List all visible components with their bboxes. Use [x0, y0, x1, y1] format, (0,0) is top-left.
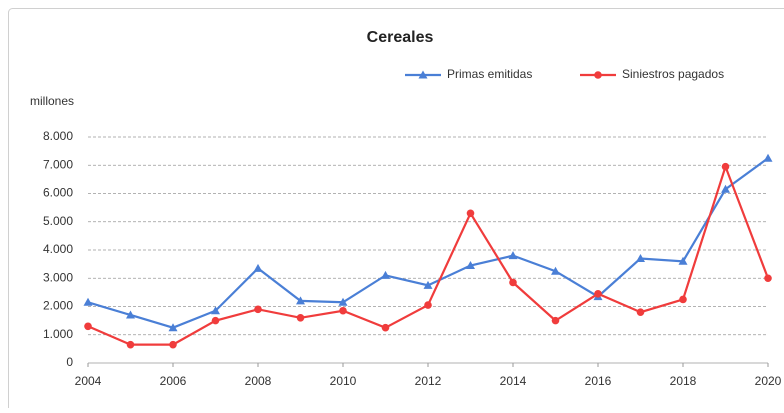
- marker: [764, 274, 772, 282]
- marker: [169, 341, 177, 349]
- x-tick-label: 2020: [755, 374, 782, 388]
- x-tick-label: 2016: [585, 374, 612, 388]
- marker: [382, 324, 390, 332]
- legend-label: Siniestros pagados: [622, 67, 724, 81]
- marker: [127, 341, 135, 349]
- x-tick-label: 2018: [670, 374, 697, 388]
- y-tick-label: 1.000: [43, 327, 73, 341]
- x-tick-label: 2012: [415, 374, 442, 388]
- y-tick-label: 8.000: [43, 129, 73, 143]
- legend-label: Primas emitidas: [447, 67, 532, 81]
- marker: [679, 296, 687, 304]
- y-tick-label: 4.000: [43, 242, 73, 256]
- marker: [84, 322, 92, 330]
- marker: [509, 279, 517, 287]
- x-tick-label: 2014: [500, 374, 527, 388]
- x-tick-label: 2010: [330, 374, 357, 388]
- y-tick-label: 2.000: [43, 299, 73, 313]
- x-tick-label: 2008: [245, 374, 272, 388]
- marker: [594, 290, 602, 298]
- marker: [254, 306, 262, 314]
- marker: [552, 317, 560, 325]
- marker: [297, 314, 305, 322]
- marker: [212, 317, 220, 325]
- x-tick-label: 2006: [160, 374, 187, 388]
- marker: [722, 163, 730, 171]
- marker: [594, 71, 602, 79]
- chart-title: Cereales: [367, 29, 434, 46]
- y-axis-label: millones: [30, 94, 74, 108]
- marker: [424, 301, 432, 309]
- y-tick-label: 6.000: [43, 186, 73, 200]
- y-tick-label: 7.000: [43, 157, 73, 171]
- marker: [637, 308, 645, 316]
- marker: [339, 307, 347, 315]
- marker: [467, 209, 475, 217]
- y-tick-label: 0: [66, 355, 73, 369]
- y-tick-label: 3.000: [43, 270, 73, 284]
- x-tick-label: 2004: [75, 374, 102, 388]
- y-tick-label: 5.000: [43, 214, 73, 228]
